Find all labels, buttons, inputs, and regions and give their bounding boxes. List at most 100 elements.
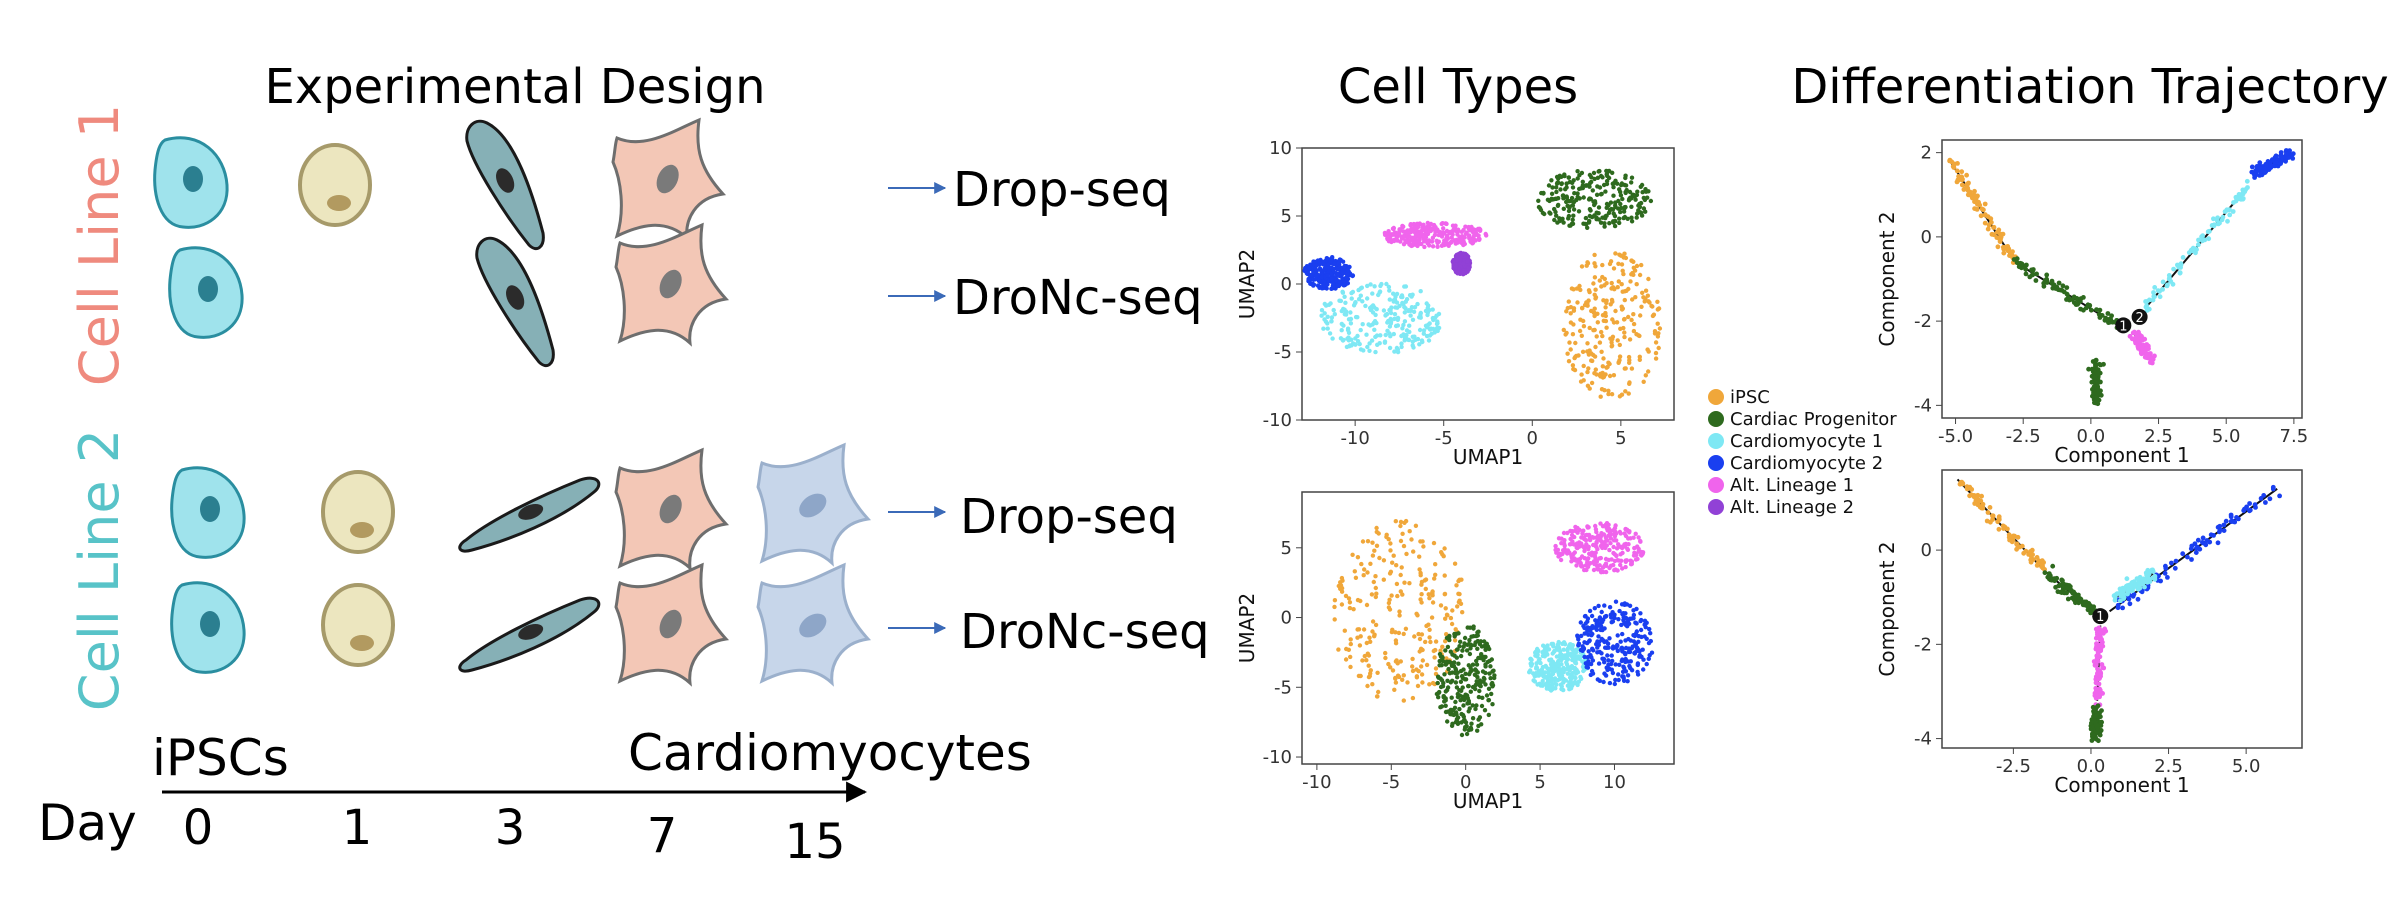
data-point	[2096, 738, 2101, 744]
data-point	[1597, 563, 1602, 568]
data-point	[1601, 298, 1606, 303]
data-point	[1415, 221, 1420, 227]
data-point	[1393, 680, 1399, 685]
data-point	[1412, 634, 1417, 639]
data-point	[1650, 313, 1656, 319]
data-point	[1566, 359, 1572, 364]
data-point	[1368, 561, 1373, 566]
data-point	[1373, 334, 1378, 340]
data-point	[1646, 189, 1651, 194]
data-point	[1455, 257, 1460, 263]
data-point	[1620, 657, 1625, 662]
data-point	[1553, 543, 1558, 549]
data-point	[1361, 573, 1366, 578]
data-point	[1341, 323, 1346, 328]
cluster-cardiomyocyte-2	[1575, 599, 1655, 687]
data-point	[1402, 284, 1407, 289]
data-point	[2278, 161, 2284, 167]
title-cell-types: Cell Types	[1338, 59, 1578, 115]
data-point	[2165, 575, 2170, 580]
data-point	[1478, 655, 1483, 661]
data-point	[1403, 306, 1408, 311]
data-point	[2125, 591, 2130, 597]
data-point	[1352, 301, 1358, 306]
data-point	[1617, 216, 1622, 221]
data-point	[1608, 302, 1613, 307]
data-point	[1595, 320, 1601, 325]
data-point	[2095, 671, 2100, 676]
legend-item: iPSC	[1708, 387, 1770, 408]
data-point	[1427, 635, 1432, 640]
data-point	[2180, 551, 2186, 557]
data-point	[1343, 300, 1348, 305]
data-point	[1647, 300, 1652, 305]
data-point	[1399, 333, 1404, 339]
data-point	[1475, 728, 1480, 733]
data-point	[1646, 656, 1652, 661]
data-point	[1336, 583, 1342, 589]
data-point	[1591, 281, 1596, 286]
data-point	[2241, 508, 2247, 513]
data-point	[1581, 324, 1587, 329]
branch-point-label: 1	[2119, 319, 2127, 334]
data-point	[2219, 217, 2225, 223]
data-point	[1613, 662, 1618, 667]
data-point	[1540, 210, 1546, 216]
data-point	[1609, 340, 1614, 345]
data-point	[2227, 212, 2233, 218]
data-point	[1369, 592, 1375, 597]
data-point	[1976, 199, 1981, 205]
data-point	[2029, 267, 2035, 273]
data-point	[1346, 647, 1352, 652]
data-point	[1603, 522, 1609, 527]
data-point	[1348, 641, 1354, 647]
data-point	[2071, 589, 2077, 595]
data-point	[1442, 592, 1448, 597]
data-point	[2139, 350, 2145, 355]
data-point	[1461, 239, 1466, 244]
data-point	[1434, 325, 1440, 331]
data-point	[1470, 716, 1476, 721]
data-point	[1398, 659, 1404, 664]
data-point	[1448, 680, 1454, 685]
data-point	[1609, 667, 1615, 672]
data-point	[1586, 197, 1592, 202]
data-point	[1982, 220, 1988, 226]
data-point	[1432, 576, 1437, 581]
data-point	[1627, 381, 1632, 386]
x-tick-label: 5	[1534, 772, 1545, 793]
data-point	[1370, 291, 1375, 296]
data-point	[1373, 574, 1378, 579]
data-point	[1595, 645, 1600, 650]
data-point	[1608, 541, 1613, 546]
data-point	[2207, 228, 2212, 234]
data-point	[1398, 239, 1403, 244]
data-point	[2193, 246, 2199, 252]
data-point	[1579, 170, 1585, 176]
data-point	[1422, 244, 1427, 250]
data-point	[1583, 613, 1588, 619]
data-point	[1587, 638, 1592, 643]
data-point	[2034, 555, 2040, 560]
data-point	[1597, 678, 1603, 683]
data-point	[1571, 199, 1577, 205]
data-point	[1606, 388, 1611, 393]
data-point	[1314, 263, 1319, 268]
data-point	[1348, 321, 1354, 326]
data-point	[1373, 349, 1378, 355]
data-point	[1332, 598, 1338, 603]
data-point	[2221, 528, 2227, 533]
data-point	[1469, 236, 1474, 241]
data-point	[1599, 387, 1605, 392]
data-point	[1427, 596, 1432, 601]
data-point	[1564, 660, 1569, 665]
data-point	[1606, 658, 1611, 663]
data-point	[1340, 276, 1345, 281]
cell-line-1-label: Cell Line 1	[68, 104, 131, 386]
data-point	[1605, 641, 1611, 646]
data-point	[1607, 605, 1613, 610]
data-point	[1598, 521, 1603, 526]
data-point	[1319, 274, 1324, 280]
data-point	[2152, 576, 2158, 582]
data-point	[1633, 197, 1638, 202]
